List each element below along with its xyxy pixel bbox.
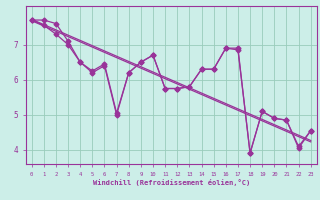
- X-axis label: Windchill (Refroidissement éolien,°C): Windchill (Refroidissement éolien,°C): [92, 179, 250, 186]
